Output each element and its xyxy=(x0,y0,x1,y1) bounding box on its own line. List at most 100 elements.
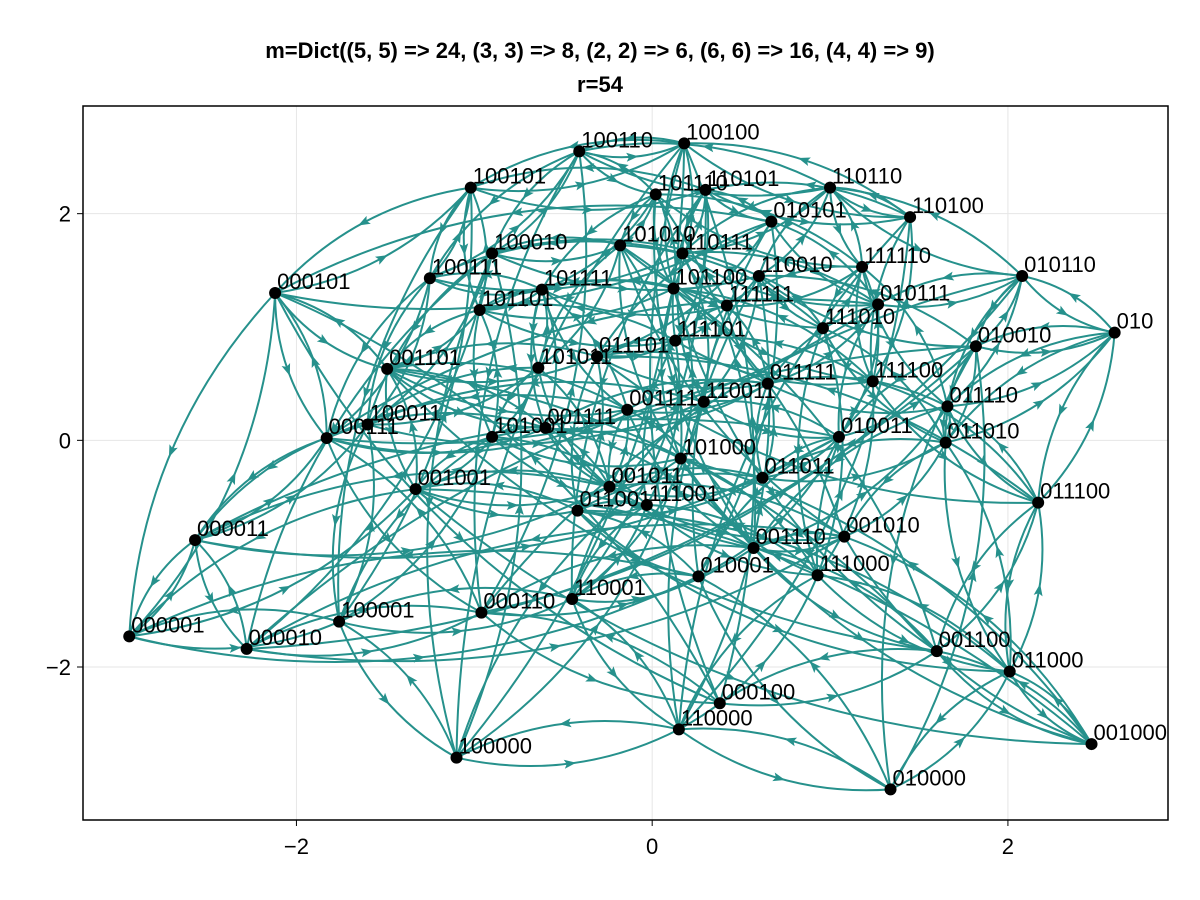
node-label: 011011 xyxy=(764,454,834,479)
edge-arrowhead xyxy=(566,384,576,398)
edge-arrowhead xyxy=(963,391,972,405)
edge-arrowhead xyxy=(723,266,737,275)
graph-node xyxy=(240,642,253,655)
edge-arrowhead xyxy=(626,309,639,319)
edge-arrowhead xyxy=(822,350,835,362)
edge-arrowhead xyxy=(1018,347,1032,357)
edge-arrowhead xyxy=(332,513,341,527)
node-label: 010110 xyxy=(1024,252,1096,277)
graph-node xyxy=(486,430,499,443)
edge-arrowhead xyxy=(1030,382,1044,392)
graph-node xyxy=(475,606,488,619)
graph-node xyxy=(473,304,486,316)
edge-arrowhead xyxy=(605,550,619,559)
edge-arrowhead xyxy=(843,360,853,373)
edge-arrowhead xyxy=(989,342,1000,356)
edge-arrowhead xyxy=(914,323,925,337)
x-tick-label: −2 xyxy=(284,834,309,859)
graph-edge xyxy=(274,292,388,370)
edge-arrowhead xyxy=(882,473,894,485)
edge-arrowhead xyxy=(423,324,436,335)
edge-arrowhead xyxy=(802,550,816,559)
edge-arrowhead xyxy=(733,340,744,354)
node-label: 100000 xyxy=(459,734,532,759)
edge-arrowhead xyxy=(850,473,864,483)
edge-arrowhead xyxy=(693,218,702,231)
graph-node xyxy=(532,361,545,374)
node-label: 001011 xyxy=(611,463,683,488)
node-label: 010111 xyxy=(880,280,950,305)
edge-arrowhead xyxy=(363,385,372,399)
edge-arrowhead xyxy=(395,508,407,521)
edge-arrowhead xyxy=(383,338,393,352)
node-label: 000001 xyxy=(131,612,204,637)
edge-arrowhead xyxy=(650,236,660,249)
node-label: 110010 xyxy=(761,252,833,277)
node-label: 010000 xyxy=(893,765,966,790)
edge-arrowhead xyxy=(568,337,581,347)
node-label: 100101 xyxy=(473,164,546,189)
edge-arrowhead xyxy=(761,425,774,435)
edge-arrowhead xyxy=(941,271,955,281)
edge-arrowhead xyxy=(1052,696,1065,708)
node-label: 110111 xyxy=(684,229,753,254)
edge-arrowhead xyxy=(967,569,977,583)
edge-arrowhead xyxy=(778,300,791,312)
graph-node xyxy=(333,615,346,628)
node-label: 011100 xyxy=(1040,479,1110,504)
graph-node xyxy=(640,498,653,511)
node-label: 010101 xyxy=(773,198,846,223)
graph-node xyxy=(603,480,616,493)
edge-arrowhead xyxy=(935,712,947,724)
edge-arrowhead xyxy=(845,438,858,447)
edge-arrowhead xyxy=(825,466,834,480)
graph-node xyxy=(1108,326,1121,339)
graph-node xyxy=(676,247,689,260)
graph-node xyxy=(381,362,394,375)
edge-arrowhead xyxy=(311,355,321,369)
edge-arrowhead xyxy=(1058,403,1068,417)
node-label: 010 xyxy=(1117,309,1154,334)
edge-arrowhead xyxy=(424,538,437,551)
node-label: 000110 xyxy=(483,589,555,614)
node-label: 111101 xyxy=(677,317,746,342)
edge-arrowhead xyxy=(997,441,1009,454)
edge-arrowhead xyxy=(717,326,727,340)
edge-arrowhead xyxy=(566,349,578,363)
node-label: 001110 xyxy=(756,524,826,549)
graph-node xyxy=(941,400,954,413)
edge-arrowhead xyxy=(1017,680,1030,691)
edge-arrowhead xyxy=(354,604,368,614)
node-label: 010001 xyxy=(700,552,773,577)
node-label: 110011 xyxy=(706,378,776,403)
edge-arrowhead xyxy=(608,439,618,453)
edge-arrowhead xyxy=(670,482,683,495)
node-label: 111111 xyxy=(729,281,794,306)
edge-arrowhead xyxy=(635,218,646,231)
edge-arrowhead xyxy=(689,378,702,388)
edge-arrowhead xyxy=(478,288,491,298)
edge-arrowhead xyxy=(970,560,982,573)
node-label: 111000 xyxy=(820,551,890,576)
edge-arrowhead xyxy=(779,258,792,268)
edge-arrowhead xyxy=(564,455,577,468)
edge-arrowhead xyxy=(993,581,1005,594)
edge-arrowhead xyxy=(976,455,989,468)
edge-arrowhead xyxy=(150,574,161,588)
edge-arrowhead xyxy=(768,425,778,438)
edge-arrowhead xyxy=(716,388,729,399)
edge-arrowhead xyxy=(486,377,500,387)
edge-arrowhead xyxy=(773,515,786,527)
edge-arrowhead xyxy=(850,218,860,232)
edge-arrowhead xyxy=(908,400,921,411)
edge-arrowhead xyxy=(616,163,629,173)
edge-arrowhead xyxy=(506,500,519,510)
edge-arrowhead xyxy=(995,545,1005,559)
graph-node xyxy=(866,375,879,388)
y-tick-label: 0 xyxy=(59,428,71,453)
y-tick-label: 2 xyxy=(59,202,71,227)
graph-node xyxy=(123,630,136,643)
edge-arrowhead xyxy=(1033,583,1043,597)
graph-node xyxy=(816,322,829,335)
